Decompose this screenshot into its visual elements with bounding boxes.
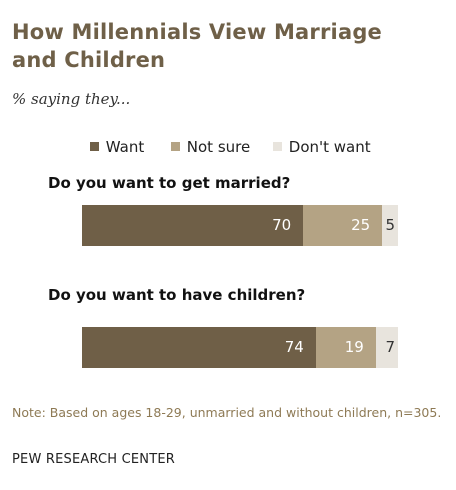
bar-segment-want [82,205,304,246]
data-label-want: 74 [284,338,304,356]
legend-item-not-sure: Not sure [171,138,250,156]
chart-title: How Millennials View Marriage and Childr… [12,18,442,74]
chart-title-line-1: How Millennials View Marriage [12,20,382,44]
data-label-not-sure: 19 [344,338,364,356]
bar-segment-not-sure [303,205,383,246]
legend-swatch-want [90,142,99,151]
bar-segment-dont-want [382,205,398,246]
source-credit: PEW RESEARCH CENTER [12,452,176,467]
legend-item-want: Want [90,138,144,156]
bar-segment-dont-want [375,327,398,368]
category-label-married: Do you want to get married? [48,174,291,192]
category-label-children: Do you want to have children? [48,286,306,304]
bar-row-married: 70 25 5 [82,205,398,246]
legend-label-not-sure: Not sure [186,138,251,156]
data-label-dont-want: 5 [385,216,395,234]
chart-note: Note: Based on ages 18-29, unmarried and… [12,405,442,420]
bar-row-children: 74 19 7 [82,327,398,368]
data-label-want: 70 [272,216,292,234]
chart-title-line-2: and Children [12,48,166,72]
legend-swatch-dont-want [273,142,282,151]
chart-subtitle: % saying they... [12,90,131,108]
legend-label-want: Want [105,138,145,156]
bar-segment-want [82,327,316,368]
legend-swatch-not-sure [171,142,180,151]
data-label-not-sure: 25 [351,216,371,234]
legend-label-dont-want: Don't want [288,138,371,156]
data-label-dont-want: 7 [385,338,395,356]
legend-item-dont-want: Don't want [273,138,371,156]
bar-segment-not-sure [315,327,376,368]
